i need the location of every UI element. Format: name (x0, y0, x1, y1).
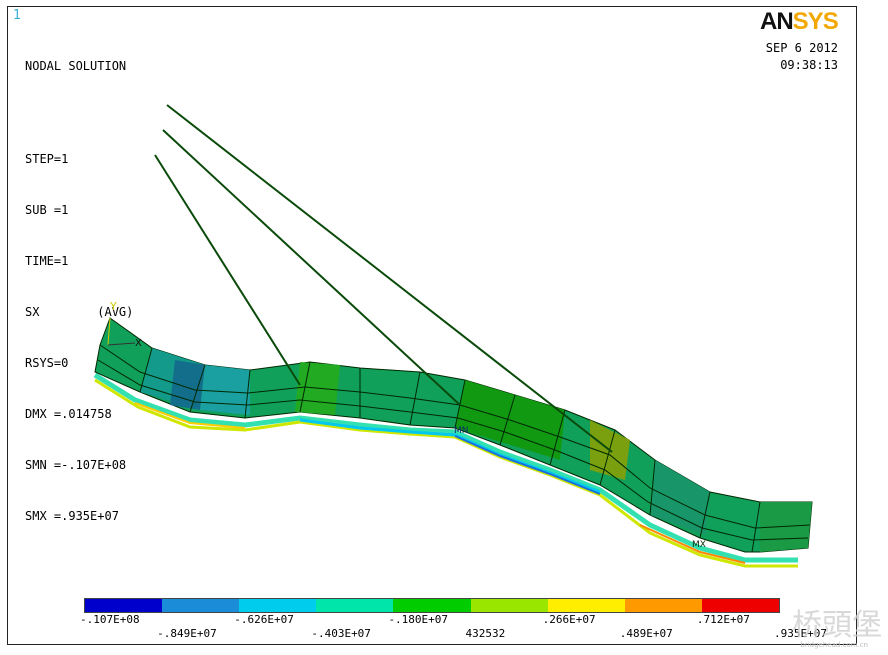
timestamp: SEP 6 2012 09:38:13 (766, 40, 838, 74)
info-sx: SX (AVG) (25, 305, 134, 319)
legend-band-0 (85, 599, 163, 612)
legend-label-3: -.403E+07 (311, 627, 371, 640)
info-step: STEP=1 (25, 152, 69, 166)
date-text: SEP 6 2012 (765, 41, 838, 55)
solution-info: NODAL SOLUTION STEP=1 SUB =1 TIME=1 SX (… (25, 24, 133, 542)
legend-band-1 (162, 599, 240, 612)
info-smx: SMX =.935E+07 (25, 509, 119, 523)
cable-lines (154, 104, 613, 453)
info-sub: SUB =1 (25, 203, 69, 217)
watermark-logo: 桥頭堡 (792, 608, 882, 643)
info-rsys: RSYS=0 (25, 356, 69, 370)
axis-x-label: X (135, 338, 142, 349)
contour-legend-bar (84, 598, 780, 613)
legend-band-3 (316, 599, 394, 612)
legend-label-2: -.626E+07 (234, 613, 294, 626)
legend-label-4: -.180E+07 (388, 613, 449, 626)
legend-band-8 (701, 599, 779, 612)
legend-label-9: .935E+07 (774, 627, 827, 640)
info-dmx: DMX =.014758 (25, 407, 112, 421)
axis-triad: Y X (107, 300, 142, 349)
info-title: NODAL SOLUTION (25, 59, 127, 73)
info-time: TIME=1 (25, 254, 69, 268)
legend-band-5 (470, 599, 548, 612)
legend-band-4 (393, 599, 471, 612)
time-text: 09:38:13 (780, 58, 838, 72)
legend-band-7 (624, 599, 702, 612)
legend-label-6: .266E+07 (542, 613, 596, 626)
axis-y-label: Y (109, 300, 117, 313)
beam-body (94, 317, 813, 553)
legend-band-6 (547, 599, 625, 612)
info-smn: SMN =-.107E+08 (25, 458, 127, 472)
legend-label-1: -.849E+07 (157, 627, 217, 640)
legend-label-8: .712E+07 (696, 613, 750, 626)
bottom-layers (93, 372, 798, 568)
window-number: 1 (13, 8, 22, 23)
legend-band-2 (239, 599, 317, 612)
legend-label-5: 432532 (465, 627, 506, 640)
legend-label-7: .489E+07 (619, 627, 673, 640)
legend-label-0: -.107E+08 (80, 613, 140, 626)
min-marker: MN (454, 426, 469, 436)
max-marker: MX (692, 540, 706, 550)
ansys-logo: ANSYS (760, 8, 839, 35)
watermark-url: bridgehead.com.cn (800, 641, 868, 649)
